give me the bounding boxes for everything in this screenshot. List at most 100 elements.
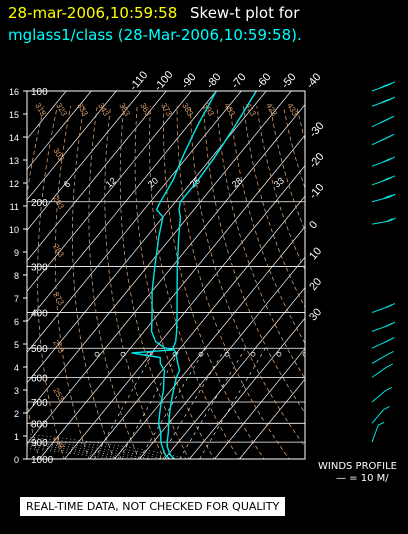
theta-label: 383 bbox=[180, 102, 195, 119]
theta-label: 253 bbox=[51, 387, 66, 404]
wind-barb-flag bbox=[379, 137, 386, 142]
height-tick-label: 6 bbox=[14, 317, 19, 327]
dry-adiabat bbox=[119, 106, 190, 459]
pressure-tick-label: 900 bbox=[31, 438, 48, 449]
wind-barb-flag bbox=[386, 363, 393, 368]
height-tick-label: 2 bbox=[14, 409, 19, 419]
pressure-tick-label: 200 bbox=[31, 198, 48, 209]
wind-barb-flag bbox=[382, 158, 390, 163]
height-tick-label: 3 bbox=[14, 386, 19, 396]
isotherm-line bbox=[114, 226, 305, 459]
theta-label: 363 bbox=[138, 102, 153, 119]
mixing-ratio-line bbox=[159, 348, 226, 459]
adiabat-layer: 313 323 333 343 353 363 373 383 393 403 413 423 4333… bbox=[27, 102, 305, 459]
theta-label: 353 bbox=[117, 102, 132, 119]
subtitle: mglass1/class (28-Mar-2006,10:59:58). bbox=[8, 26, 302, 44]
wind-barb-flag bbox=[379, 84, 387, 89]
mixing-ratio-line bbox=[179, 348, 246, 459]
height-tick-label: 11 bbox=[10, 202, 19, 212]
wind-barb-flag bbox=[383, 406, 390, 410]
top-temp-tick-label: -80 bbox=[204, 71, 223, 91]
wind-scale-label: — = 10 M/ bbox=[336, 473, 389, 484]
wind-barb-flag bbox=[386, 194, 393, 199]
isotherm-line bbox=[89, 195, 305, 459]
wind-barb-flag bbox=[386, 218, 393, 223]
dry-adiabat bbox=[54, 106, 90, 459]
top-temp-tick-label: -70 bbox=[229, 71, 248, 91]
theta-label: 373 bbox=[159, 102, 174, 119]
right-temp-tick-label: -20 bbox=[307, 151, 326, 171]
top-temp-tick-label: -90 bbox=[179, 71, 198, 91]
theta-label: 263 bbox=[51, 339, 66, 356]
moist-adiabat-marker bbox=[198, 351, 204, 357]
mixing-ratio-line bbox=[94, 348, 156, 459]
right-temp-tick-label: -10 bbox=[307, 182, 326, 202]
dry-adiabat bbox=[104, 106, 165, 459]
moist-adiabat bbox=[27, 446, 128, 459]
dry-adiabat bbox=[163, 106, 265, 459]
moist-adiabat-marker bbox=[250, 351, 256, 357]
isotherm-line bbox=[64, 165, 305, 459]
dry-adiabat bbox=[243, 106, 305, 309]
isotherm-line bbox=[27, 91, 92, 170]
moist-adiabat-marker bbox=[120, 351, 126, 357]
mixing-ratio-label: 28 bbox=[230, 175, 244, 189]
isotherm-line bbox=[214, 348, 305, 459]
profile-layer bbox=[131, 90, 257, 460]
top-temp-tick-label: -110 bbox=[128, 69, 151, 93]
height-tick-label: 13 bbox=[9, 156, 19, 166]
isotherm-line bbox=[189, 317, 305, 459]
isotherm-line bbox=[239, 378, 305, 459]
isotherm-line bbox=[27, 91, 167, 262]
wind-profile-label: WINDS PROFILE bbox=[318, 461, 397, 472]
theta-label: 283 bbox=[51, 243, 66, 260]
theta-label: 293 bbox=[51, 195, 66, 212]
theta-label: 323 bbox=[54, 102, 69, 119]
isotherm-line bbox=[27, 91, 242, 353]
top-temp-tick-label: -100 bbox=[152, 69, 175, 94]
right-temp-tick-label: 20 bbox=[307, 276, 324, 293]
mixing-ratio-label: 33 bbox=[272, 175, 286, 189]
wind-barb bbox=[371, 366, 388, 378]
pressure-tick-label: 800 bbox=[31, 419, 48, 430]
isotherm-line bbox=[27, 104, 305, 445]
wind-barb-flag bbox=[387, 351, 394, 355]
moist-adiabat bbox=[27, 441, 153, 459]
pressure-tick-label: 300 bbox=[31, 263, 48, 274]
moist-adiabat bbox=[27, 448, 115, 459]
wind-barb-flag bbox=[385, 322, 393, 327]
right-temp-tick-label: 10 bbox=[307, 245, 324, 262]
dry-adiabat bbox=[88, 106, 140, 459]
moist-adiabat-marker bbox=[224, 351, 230, 357]
mixing-ratio-label: 20 bbox=[146, 175, 160, 189]
right-temp-tick-label: -30 bbox=[307, 120, 326, 140]
height-tick-label: 10 bbox=[9, 225, 19, 235]
height-tick-label: 1 bbox=[14, 432, 19, 442]
wind-barb-flag bbox=[385, 304, 393, 308]
pressure-tick-label: 400 bbox=[31, 309, 48, 320]
isotherm-line bbox=[27, 91, 117, 201]
top-temp-tick-label: -50 bbox=[279, 71, 298, 91]
isotherm-line bbox=[27, 91, 267, 384]
pressure-tick-label: 500 bbox=[31, 344, 48, 355]
height-tick-label: 7 bbox=[14, 294, 19, 304]
theta-label: 423 bbox=[264, 102, 279, 119]
dry-adiabat bbox=[134, 106, 215, 459]
dewpoint-profile bbox=[131, 90, 217, 460]
mixing-ratio-line bbox=[199, 348, 266, 459]
wind-barb-flag bbox=[379, 119, 386, 124]
wind-barb bbox=[371, 390, 387, 403]
dry-adiabat bbox=[229, 106, 305, 345]
quality-disclaimer: REAL-TIME DATA, NOT CHECKED FOR QUALITY bbox=[20, 497, 286, 516]
top-temp-tick-label: -40 bbox=[304, 71, 323, 91]
plot-frame bbox=[26, 90, 306, 460]
pressure-tick-label: 100 bbox=[31, 87, 48, 98]
theta-label: 403 bbox=[222, 102, 237, 119]
dry-adiabat bbox=[189, 106, 305, 448]
mixing-ratio-label: 6 bbox=[62, 179, 72, 190]
height-tick-label: 5 bbox=[14, 340, 19, 350]
dry-adiabat bbox=[27, 106, 45, 459]
dry-adiabat bbox=[176, 106, 290, 459]
wind-barb-flag bbox=[382, 195, 390, 200]
